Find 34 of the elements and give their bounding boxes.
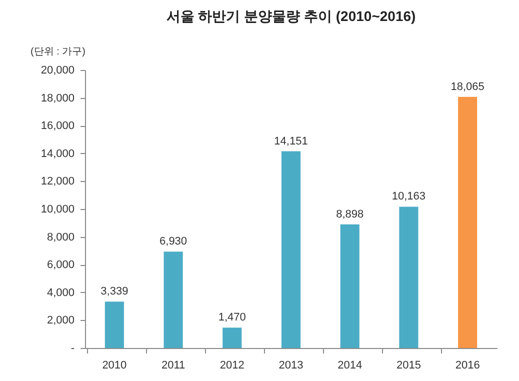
bar	[222, 328, 242, 348]
bar	[104, 302, 124, 348]
y-tick-label: 6,000	[46, 259, 74, 272]
x-tick-label: 2011	[161, 360, 186, 372]
bar	[458, 96, 478, 348]
y-tick-label: 20,000	[40, 64, 74, 76]
y-tick-label: 18,000	[40, 92, 74, 104]
y-tick-label: 14,000	[40, 148, 74, 160]
y-axis-title: (단위 : 가구)	[30, 46, 86, 58]
bar	[281, 151, 301, 348]
data-label: 3,339	[100, 286, 128, 298]
data-label: 10,163	[392, 190, 426, 203]
bar	[399, 206, 418, 348]
bar	[164, 252, 183, 348]
y-tick-label: 2,000	[46, 314, 74, 327]
x-tick-label: 2010	[102, 360, 127, 372]
x-tick-label: 2016	[455, 360, 480, 372]
y-tick-label: 10,000	[40, 204, 74, 216]
x-tick-label: 2014	[338, 360, 362, 372]
y-tick-label: 16,000	[40, 120, 74, 132]
chart-title: 서울 하반기 분양물량 추이 (2010~2016)	[166, 8, 416, 24]
data-label: 18,065	[450, 80, 484, 93]
y-tick-label: 4,000	[46, 286, 74, 299]
x-tick-label: 2012	[220, 360, 244, 372]
y-tick-label: -	[70, 342, 75, 354]
x-tick-label: 2015	[396, 360, 421, 372]
y-tick-label: 8,000	[46, 231, 74, 244]
bar	[340, 224, 360, 348]
data-label: 1,470	[218, 312, 246, 324]
y-tick-label: 12,000	[40, 176, 74, 188]
data-label: 14,151	[274, 135, 308, 148]
data-label: 6,930	[160, 236, 188, 248]
x-tick-label: 2013	[278, 360, 304, 372]
data-label: 8,898	[336, 208, 364, 220]
